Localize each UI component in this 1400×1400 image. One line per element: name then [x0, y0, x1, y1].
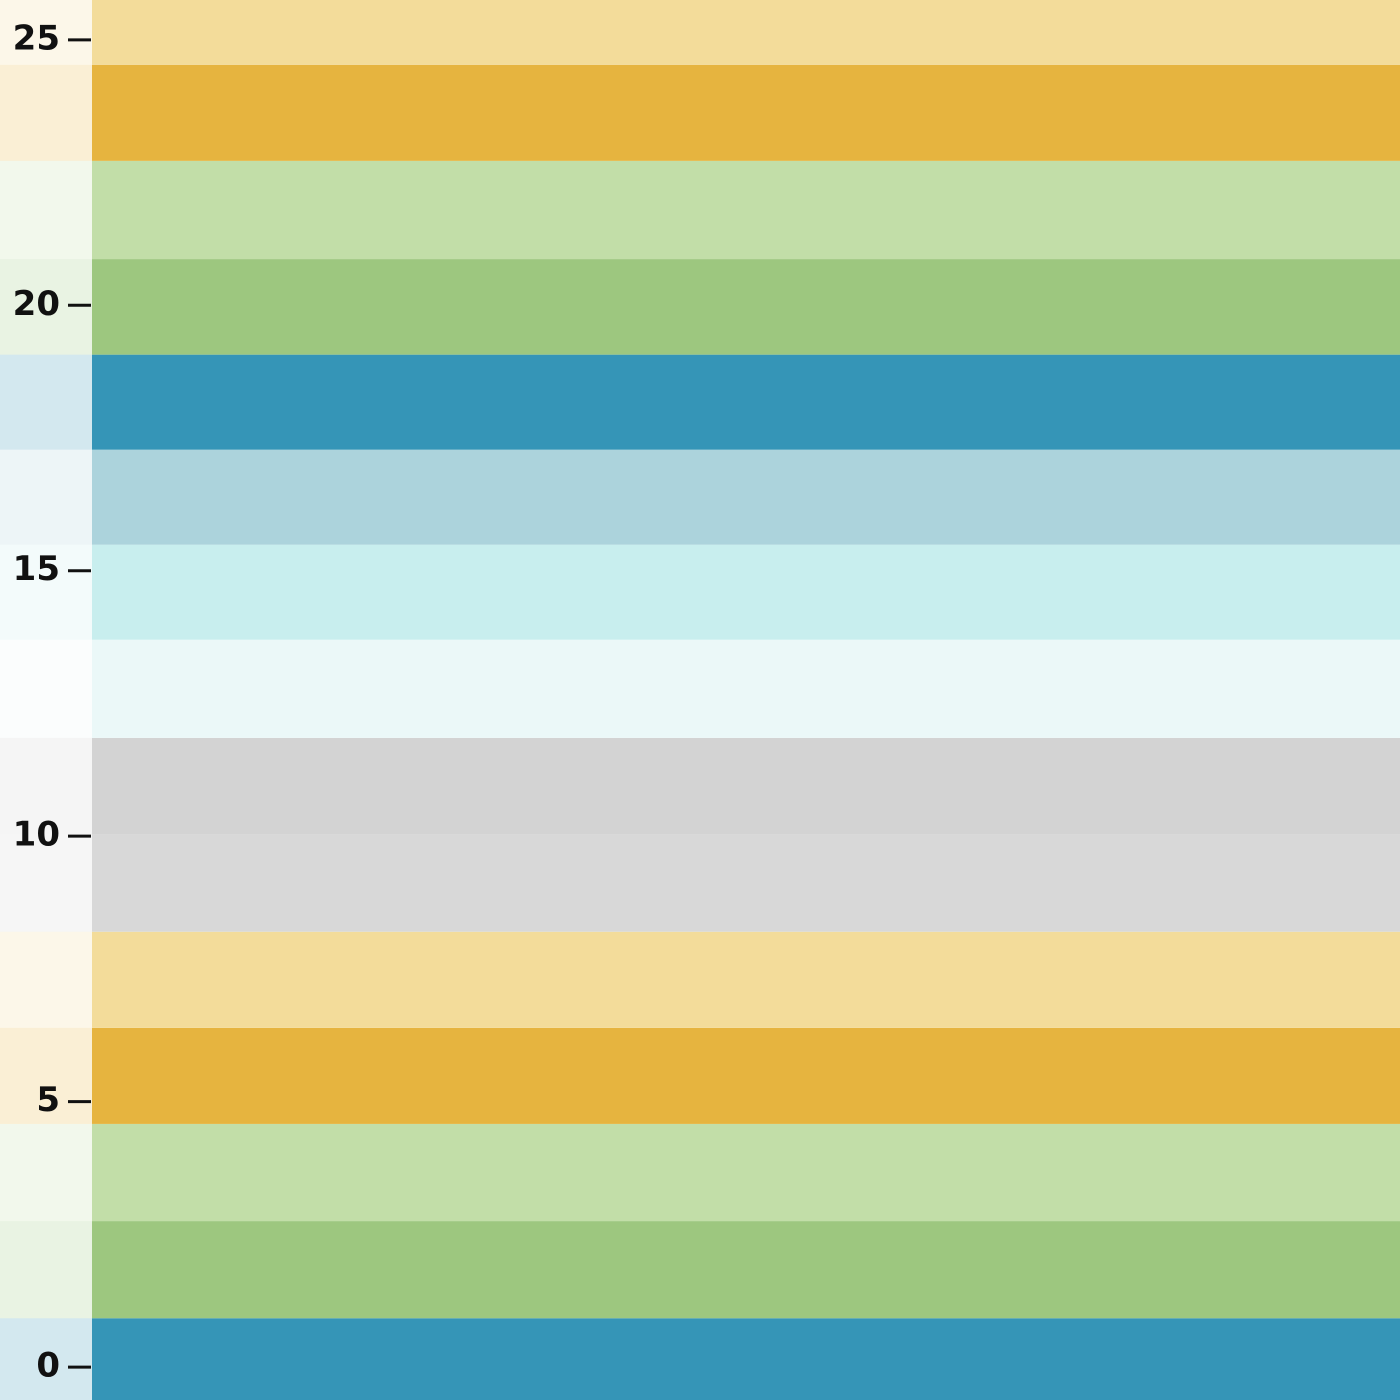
axis-band-tint: [0, 449, 92, 545]
y-tick-label: 10: [13, 815, 60, 855]
y-tick-label: 15: [13, 549, 60, 589]
band: [92, 834, 1400, 932]
axis-band-tint: [0, 834, 92, 932]
y-tick-label: 5: [36, 1080, 60, 1120]
band: [92, 1221, 1400, 1319]
band: [92, 639, 1400, 738]
band: [92, 737, 1400, 835]
axis-band-tint: [0, 737, 92, 835]
band: [92, 449, 1400, 545]
axis-band-tint: [0, 0, 92, 65]
band: [92, 160, 1400, 260]
axis-band-tint: [0, 354, 92, 450]
band: [92, 1027, 1400, 1124]
band: [92, 64, 1400, 161]
axis-band-tint: [0, 931, 92, 1028]
band: [92, 1123, 1400, 1222]
band: [92, 354, 1400, 450]
axis-band-tint: [0, 1123, 92, 1222]
band: [92, 259, 1400, 355]
y-tick-label: 20: [13, 284, 60, 324]
y-tick-label: 25: [13, 18, 60, 58]
axis-band-tint: [0, 1027, 92, 1124]
axis-band-tint: [0, 1221, 92, 1319]
band: [92, 0, 1400, 65]
axis-band-tint: [0, 160, 92, 260]
y-tick-label: 0: [36, 1346, 60, 1386]
band: [92, 931, 1400, 1028]
axis-band-tint: [0, 639, 92, 738]
axis-band-tint: [0, 544, 92, 640]
band: [92, 544, 1400, 640]
axis-band-tint: [0, 1318, 92, 1400]
axis-band-tint: [0, 259, 92, 355]
band: [92, 1318, 1400, 1400]
axis-band-tint: [0, 64, 92, 161]
